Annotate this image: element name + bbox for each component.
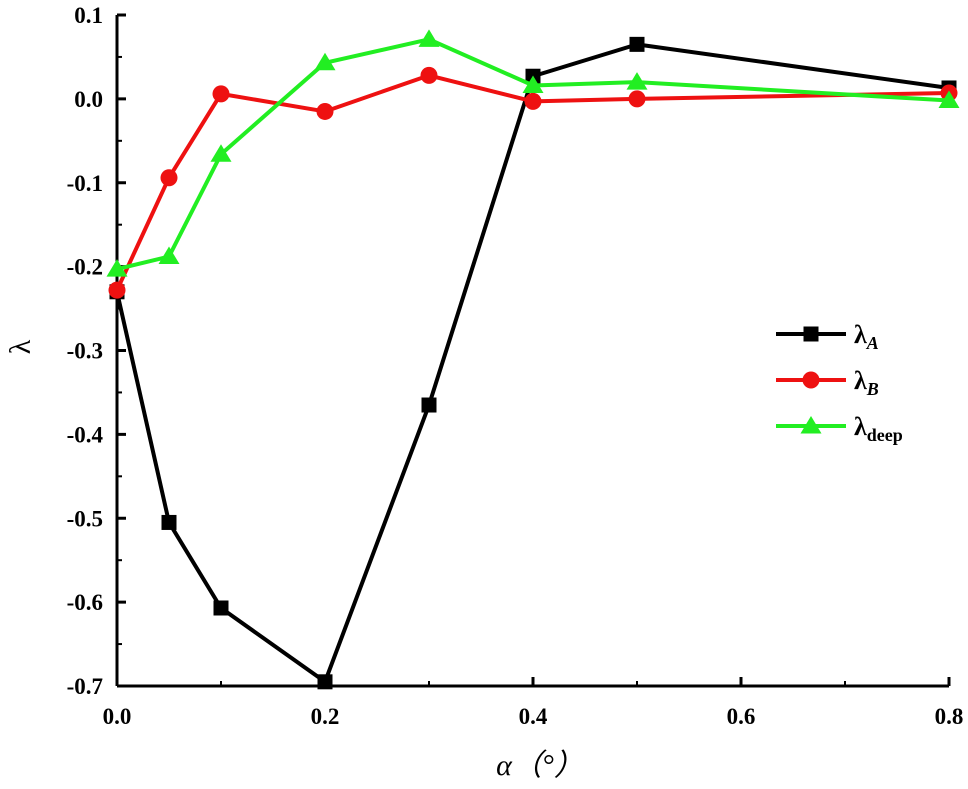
- data-point: [628, 90, 646, 108]
- data-point: [421, 397, 437, 413]
- data-point: [316, 102, 334, 120]
- series-line: [115, 73, 950, 291]
- y-tick-label: -0.6: [67, 590, 103, 615]
- series-line: [116, 37, 950, 272]
- y-tick-label: 0.0: [74, 87, 103, 112]
- legend-label: λA: [854, 320, 879, 353]
- legend-item: λA: [776, 320, 879, 353]
- data-point: [626, 72, 648, 90]
- legend-label: λdeep: [854, 412, 903, 445]
- legend-marker: [803, 326, 819, 342]
- legend-item: λB: [776, 366, 879, 399]
- data-point: [213, 600, 229, 616]
- data-point: [317, 674, 333, 690]
- data-point: [160, 169, 178, 187]
- legend-marker: [802, 371, 820, 389]
- data-point: [158, 246, 180, 265]
- data-point: [418, 29, 440, 47]
- series-3: [106, 29, 960, 277]
- data-point: [938, 90, 960, 109]
- data-point: [106, 259, 128, 277]
- data-point: [314, 52, 336, 71]
- x-tick-label: 0.0: [103, 704, 132, 729]
- y-tick-label: -0.2: [67, 255, 103, 280]
- data-point: [522, 75, 544, 93]
- data-point: [210, 144, 232, 162]
- y-tick-label: 0.1: [74, 3, 103, 28]
- x-tick-label: 0.2: [311, 704, 340, 729]
- x-tick-label: 0.8: [935, 704, 964, 729]
- legend-marker: [800, 416, 822, 434]
- y-tick-label: -0.7: [67, 674, 103, 699]
- x-tick-label: 0.4: [519, 704, 548, 729]
- legend-item: λdeep: [776, 412, 903, 445]
- x-tick-label: 0.6: [727, 704, 756, 729]
- series-layer: [106, 29, 960, 690]
- y-tick-label: -0.3: [67, 339, 103, 364]
- series-line: [115, 42, 950, 684]
- data-point: [629, 36, 645, 52]
- axes: 0.10.0-0.1-0.2-0.3-0.4-0.5-0.6-0.70.0 0.2…: [67, 3, 964, 729]
- y-axis-title: λ: [4, 339, 37, 354]
- axis-titles: λ α（°）: [4, 339, 584, 782]
- series-2: [108, 66, 958, 299]
- series-1: [109, 36, 957, 690]
- data-point: [161, 514, 177, 530]
- y-tick-label: -0.1: [67, 171, 103, 196]
- y-tick-label: -0.5: [67, 506, 103, 531]
- x-axis-title: α（°）: [496, 749, 584, 782]
- legend-label: λB: [854, 366, 879, 399]
- data-point: [420, 66, 438, 84]
- legend: λA λB λdeep: [776, 320, 903, 445]
- data-point: [108, 281, 126, 299]
- data-point: [524, 92, 542, 110]
- y-tick-label: -0.4: [67, 422, 104, 447]
- data-point: [212, 85, 230, 103]
